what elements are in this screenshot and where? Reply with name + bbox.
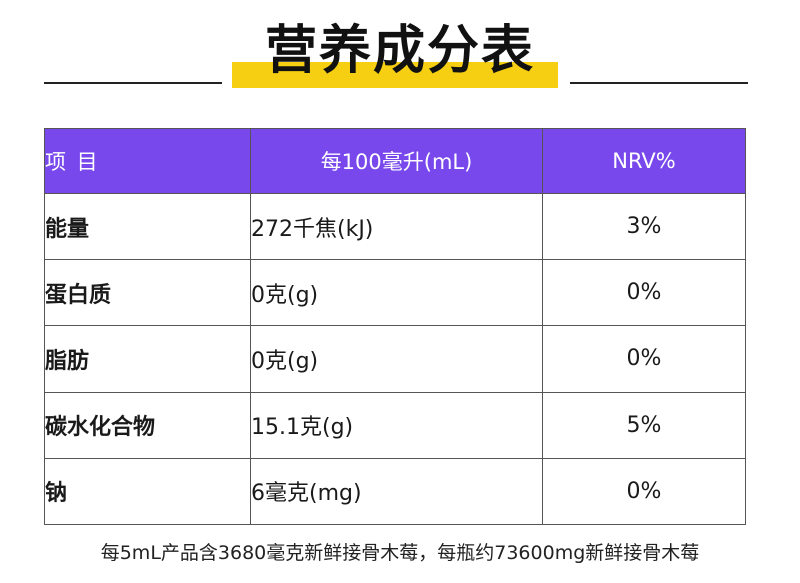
title-rule-left	[44, 82, 222, 84]
row-name: 碳水化合物	[44, 391, 251, 459]
table-row: 钠 6毫克(mg) 0%	[44, 457, 746, 526]
row-amount: 15.1克(g)	[250, 391, 543, 459]
row-amount: 0克(g)	[250, 259, 543, 327]
header-per-100ml: 每100毫升(mL)	[250, 128, 543, 194]
row-name: 钠	[44, 457, 251, 526]
nutrition-table: 项 目 每100毫升(mL) NRV% 能量 272千焦(kJ) 3% 蛋白质 …	[44, 128, 746, 526]
row-nrv: 0%	[542, 325, 746, 393]
title-highlight	[232, 62, 558, 88]
row-name: 蛋白质	[44, 259, 251, 327]
row-nrv: 3%	[542, 192, 746, 261]
table-row: 碳水化合物 15.1克(g) 5%	[44, 391, 746, 459]
table-header-row: 项 目 每100毫升(mL) NRV%	[44, 128, 746, 194]
table-row: 能量 272千焦(kJ) 3%	[44, 192, 746, 261]
row-name: 能量	[44, 192, 251, 261]
title-rule-right	[570, 82, 748, 84]
table-row: 脂肪 0克(g) 0%	[44, 325, 746, 393]
row-amount: 6毫克(mg)	[250, 457, 543, 526]
footer-note: 每5mL产品含3680毫克新鲜接骨木莓，每瓶约73600mg新鲜接骨木莓	[100, 542, 700, 564]
header-item: 项 目	[44, 128, 251, 194]
row-amount: 0克(g)	[250, 325, 543, 393]
page-title: 营养成分表	[264, 21, 535, 81]
row-nrv: 5%	[542, 391, 746, 459]
row-amount: 272千焦(kJ)	[250, 192, 543, 261]
row-nrv: 0%	[542, 259, 746, 327]
title-section: 营养成分表	[0, 0, 800, 110]
table-row: 蛋白质 0克(g) 0%	[44, 259, 746, 327]
row-nrv: 0%	[542, 457, 746, 526]
row-name: 脂肪	[44, 325, 251, 393]
header-nrv: NRV%	[542, 128, 746, 194]
